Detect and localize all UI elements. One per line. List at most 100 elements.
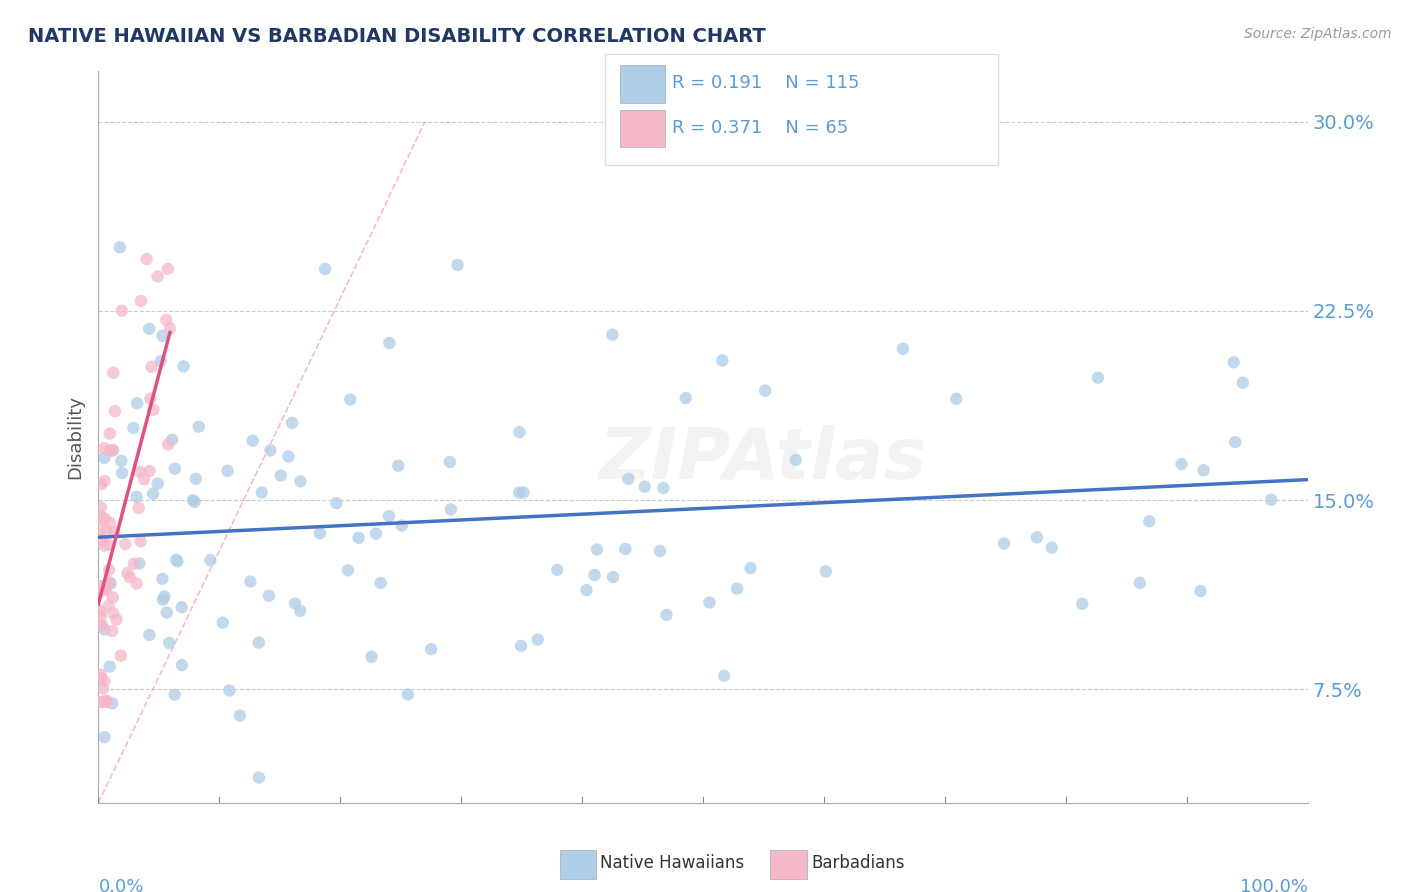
- Point: [1223, 435, 1246, 450]
- Point: [94, 582, 117, 597]
- Point: [128, 465, 150, 479]
- Point: [129, 293, 152, 308]
- Point: [247, 635, 270, 649]
- Point: [110, 454, 132, 468]
- Point: [93, 539, 115, 553]
- Point: [125, 396, 148, 410]
- Point: [1189, 584, 1212, 599]
- Point: [114, 537, 136, 551]
- Point: [103, 366, 125, 380]
- Point: [229, 708, 252, 723]
- Point: [157, 636, 180, 650]
- Point: [648, 544, 671, 558]
- Text: NATIVE HAWAIIAN VS BARBADIAN DISABILITY CORRELATION CHART: NATIVE HAWAIIAN VS BARBADIAN DISABILITY …: [28, 27, 766, 45]
- Point: [785, 453, 807, 467]
- Point: [602, 570, 624, 584]
- Point: [97, 537, 120, 551]
- Point: [159, 321, 181, 335]
- Point: [149, 354, 172, 368]
- Point: [96, 524, 118, 538]
- Point: [290, 604, 312, 618]
- Point: [157, 437, 180, 451]
- Point: [146, 269, 169, 284]
- Point: [1071, 597, 1094, 611]
- Point: [391, 518, 413, 533]
- Point: [239, 574, 262, 589]
- Point: [96, 695, 118, 709]
- Point: [259, 443, 281, 458]
- Point: [218, 683, 240, 698]
- Point: [129, 534, 152, 549]
- Point: [101, 443, 124, 458]
- Point: [378, 509, 401, 524]
- Point: [387, 458, 409, 473]
- Point: [98, 426, 121, 441]
- Point: [90, 608, 112, 623]
- Point: [98, 516, 121, 530]
- Point: [135, 252, 157, 266]
- Point: [170, 658, 193, 673]
- Point: [91, 515, 114, 529]
- Point: [90, 618, 112, 632]
- Point: [125, 490, 148, 504]
- Point: [90, 671, 112, 685]
- Point: [134, 472, 156, 486]
- Point: [526, 632, 548, 647]
- Point: [98, 443, 121, 458]
- Point: [200, 553, 222, 567]
- Point: [187, 419, 209, 434]
- Point: [586, 542, 609, 557]
- Point: [163, 688, 186, 702]
- Point: [125, 576, 148, 591]
- Point: [93, 623, 115, 637]
- Point: [152, 592, 174, 607]
- Point: [122, 421, 145, 435]
- Point: [146, 476, 169, 491]
- Point: [508, 485, 530, 500]
- Point: [510, 639, 533, 653]
- Point: [93, 673, 115, 688]
- Point: [583, 568, 606, 582]
- Point: [138, 464, 160, 478]
- Point: [1260, 492, 1282, 507]
- Point: [183, 495, 205, 509]
- Point: [93, 474, 115, 488]
- Point: [575, 583, 598, 598]
- Point: [1192, 463, 1215, 477]
- Point: [90, 604, 112, 618]
- Point: [100, 576, 122, 591]
- Point: [141, 359, 163, 374]
- Point: [277, 450, 299, 464]
- Point: [891, 342, 914, 356]
- Point: [336, 563, 359, 577]
- Point: [117, 566, 139, 580]
- Point: [370, 576, 392, 591]
- Point: [217, 464, 239, 478]
- Text: Source: ZipAtlas.com: Source: ZipAtlas.com: [1244, 27, 1392, 41]
- Point: [1040, 541, 1063, 555]
- Point: [290, 475, 312, 489]
- Point: [284, 596, 307, 610]
- Point: [111, 303, 134, 318]
- Point: [309, 526, 332, 541]
- Point: [128, 500, 150, 515]
- Point: [101, 697, 124, 711]
- Point: [281, 416, 304, 430]
- Point: [90, 526, 112, 541]
- Point: [364, 526, 387, 541]
- Point: [655, 607, 678, 622]
- Point: [446, 258, 468, 272]
- Point: [508, 425, 530, 439]
- Point: [98, 563, 121, 577]
- Point: [90, 667, 112, 681]
- Point: [138, 322, 160, 336]
- Point: [160, 433, 183, 447]
- Point: [98, 659, 121, 673]
- Point: [1170, 457, 1192, 471]
- Point: [103, 524, 125, 539]
- Point: [699, 595, 721, 609]
- Point: [103, 606, 125, 620]
- Point: [1087, 370, 1109, 384]
- Point: [152, 329, 174, 343]
- Point: [155, 313, 177, 327]
